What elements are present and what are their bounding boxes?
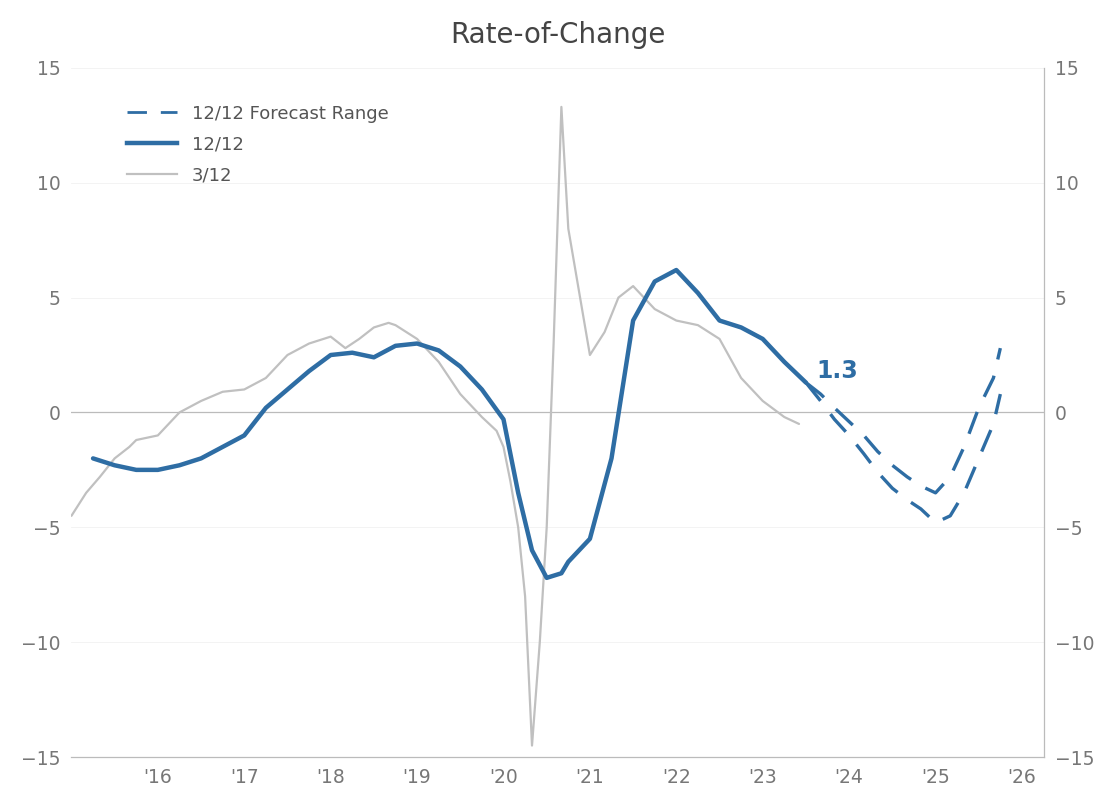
Text: 1.3: 1.3 (816, 359, 859, 383)
Title: Rate-of-Change: Rate-of-Change (449, 21, 666, 48)
Legend: 12/12 Forecast Range, 12/12, 3/12: 12/12 Forecast Range, 12/12, 3/12 (119, 98, 396, 191)
